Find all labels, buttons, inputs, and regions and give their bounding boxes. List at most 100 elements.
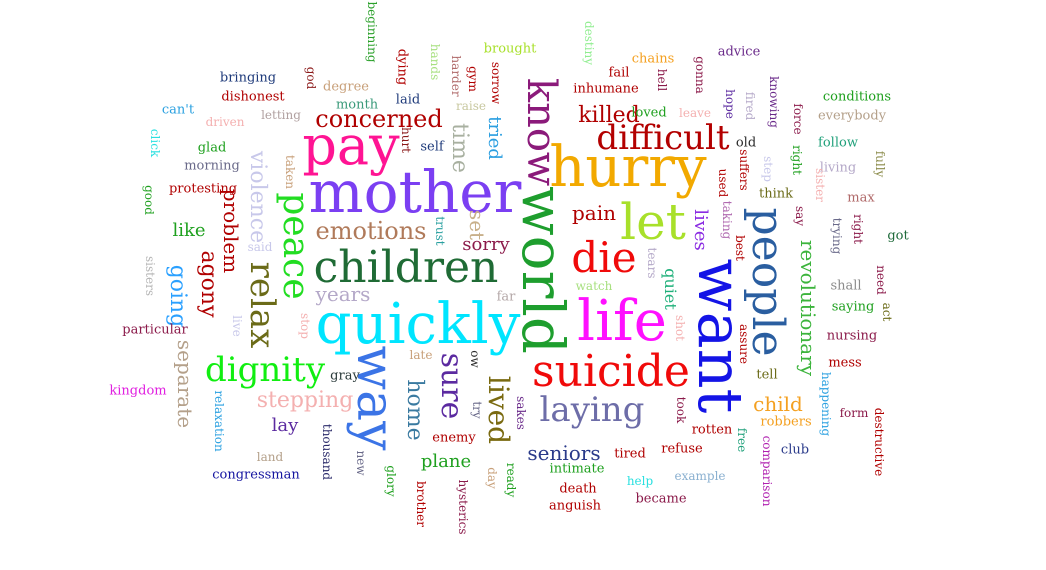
word-child: child [753,392,803,416]
word-mother: mother [308,158,522,226]
word-advice: advice [717,44,761,60]
word-step: step [761,156,775,182]
word-leave: leave [679,106,711,120]
word-protesting: protesting [168,181,238,197]
word-problem: problem [219,188,243,274]
word-fired: fired [743,91,757,121]
word-like: like [172,220,206,241]
word-particular: particular [122,322,188,338]
word-pay: pay [302,114,400,177]
word-right: right [851,214,865,244]
word-laid: laid [395,92,421,108]
word-anguish: anguish [548,498,602,514]
word-intimate: intimate [549,461,605,477]
word-sorry: sorry [462,234,510,255]
word-assure: assure [737,323,751,365]
word-laying: laying [539,390,645,430]
word-world: world [509,186,577,354]
word-let: let [620,193,686,251]
word-follow: follow [818,135,858,151]
word-going: going [165,264,190,328]
word-concerned: concerned [315,105,443,133]
word-sure: sure [434,352,469,420]
word-inhumane: inhumane [573,81,639,97]
word-way: way [345,345,405,451]
word-quiet: quiet [661,268,680,310]
word-saying: saying [831,299,875,315]
word-land: land [256,450,284,464]
word-stop: stop [298,313,312,339]
word-violence: violence [245,150,270,244]
word-shall: shall [830,278,862,294]
word-letting: letting [261,108,301,122]
word-know: know [518,77,564,187]
word-taking: taking [720,200,734,240]
word-robbers: robbers [760,414,812,430]
word-time: time [447,123,472,173]
word-think: think [758,186,794,202]
word-difficult: difficult [596,118,730,158]
word-suicide: suicide [532,346,690,397]
word-hands: hands [428,43,442,81]
word-morning: morning [184,158,240,174]
word-brother: brother [414,480,428,528]
word-loved: loved [631,105,667,121]
word-god: god [304,66,318,90]
word-example: example [674,469,726,483]
word-plane: plane [420,451,472,472]
word-sakes: sakes [514,396,528,430]
word-sorrow: sorrow [489,61,503,105]
word-destiny: destiny [582,20,596,66]
word-dying: dying [394,48,410,86]
word-raise: raise [456,99,486,113]
word-seniors: seniors [527,441,601,465]
word-tell: tell [756,367,778,383]
word-took: took [674,396,688,424]
word-living: living [819,160,857,176]
word-home: home [402,379,427,441]
word-suffers: suffers [737,149,751,191]
word-tears: tears [645,247,659,279]
word-gray: gray [330,368,360,384]
word-relaxation: relaxation [212,390,226,452]
word-revolutionary: revolutionary [796,239,820,377]
word-got: got [887,228,909,244]
word-old: old [735,135,757,151]
word-quickly: quickly [315,292,521,357]
word-fail: fail [608,65,630,81]
word-hell: hell [655,68,669,92]
word-hysterics: hysterics [456,479,470,535]
word-beginning: beginning [365,1,379,63]
word-lay: lay [271,415,299,436]
word-everybody: everybody [817,108,887,124]
word-right: right [790,145,804,175]
word-can-t: can't [161,102,195,118]
word-congressman: congressman [212,467,300,483]
word-hurt: hurt [399,126,413,154]
word-act: act [880,302,894,322]
word-trying: trying [830,217,844,255]
word-taken: taken [283,154,297,190]
word-years: years [315,282,371,306]
word-fully: fully [873,150,887,178]
word-death: death [559,481,597,497]
word-lives: lives [690,209,711,251]
word-bringing: bringing [219,70,277,86]
word-gym: gym [466,66,480,92]
word-self: self [420,139,444,155]
word-people: people [742,207,793,357]
word-lived: lived [482,375,515,445]
word-sister: sister [813,168,827,202]
word-best: best [733,235,747,261]
word-emotions: emotions [315,217,427,245]
word-thousand: thousand [320,423,334,481]
word-live: live [230,315,244,337]
word-month: month [335,97,379,113]
word-happening: happening [819,371,833,437]
word-stepping: stepping [256,388,354,413]
word-max: max [847,190,875,206]
word-set: set [465,209,489,241]
word-destructive: destructive [872,407,886,477]
word-tried: tried [484,116,505,160]
word-watch: watch [575,279,613,293]
